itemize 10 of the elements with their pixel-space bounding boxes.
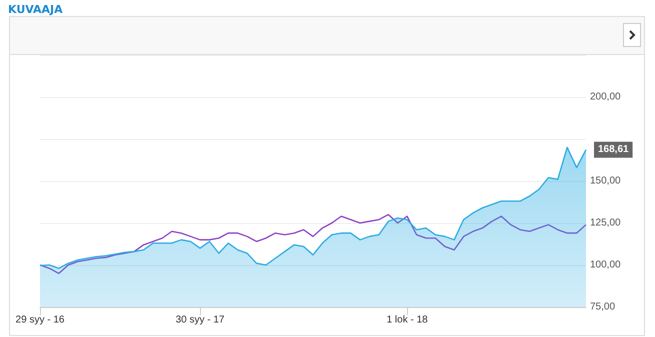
- data-label: 168,61: [598, 144, 630, 156]
- chart-title: KUVAAJA: [8, 3, 63, 16]
- y-tick-label: 100,00: [590, 260, 622, 270]
- x-tick-label: 30 syy - 17: [176, 314, 225, 326]
- y-tick-label: 125,00: [590, 218, 622, 228]
- y-tick-label: 150,00: [590, 176, 622, 186]
- y-tick-label: 200,00: [590, 92, 622, 102]
- x-tick-label: 1 lok - 18: [386, 314, 428, 326]
- y-tick-label: 75,00: [590, 302, 616, 312]
- x-tick-label: 29 syy - 16: [16, 314, 65, 326]
